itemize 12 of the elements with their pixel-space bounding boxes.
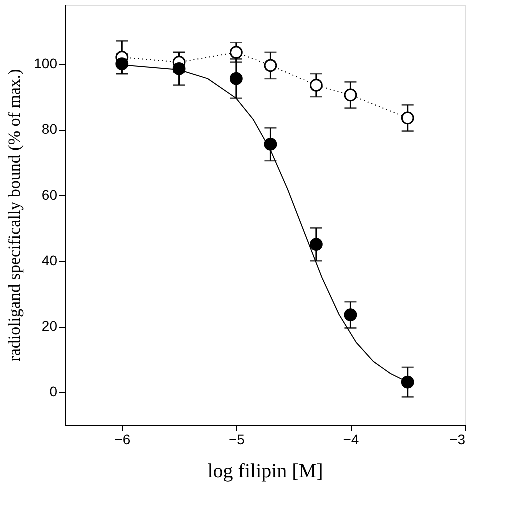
y-tick-label: 20 — [42, 318, 58, 334]
y-tick-label: 0 — [50, 384, 58, 400]
y-axis-title: radioligand specifically bound (% of max.) — [5, 69, 24, 362]
x-axis-title: log filipin [M] — [208, 460, 324, 482]
x-tick-label: −6 — [114, 432, 131, 448]
y-tick-label: 100 — [34, 56, 58, 72]
x-tick-label: −4 — [343, 432, 360, 448]
y-tick-label: 60 — [42, 186, 58, 203]
y-tick-label: 80 — [42, 121, 58, 138]
y-tick-label: 40 — [42, 252, 58, 268]
x-tick-label: −5 — [228, 432, 246, 448]
x-tick-label: −3 — [450, 432, 466, 448]
